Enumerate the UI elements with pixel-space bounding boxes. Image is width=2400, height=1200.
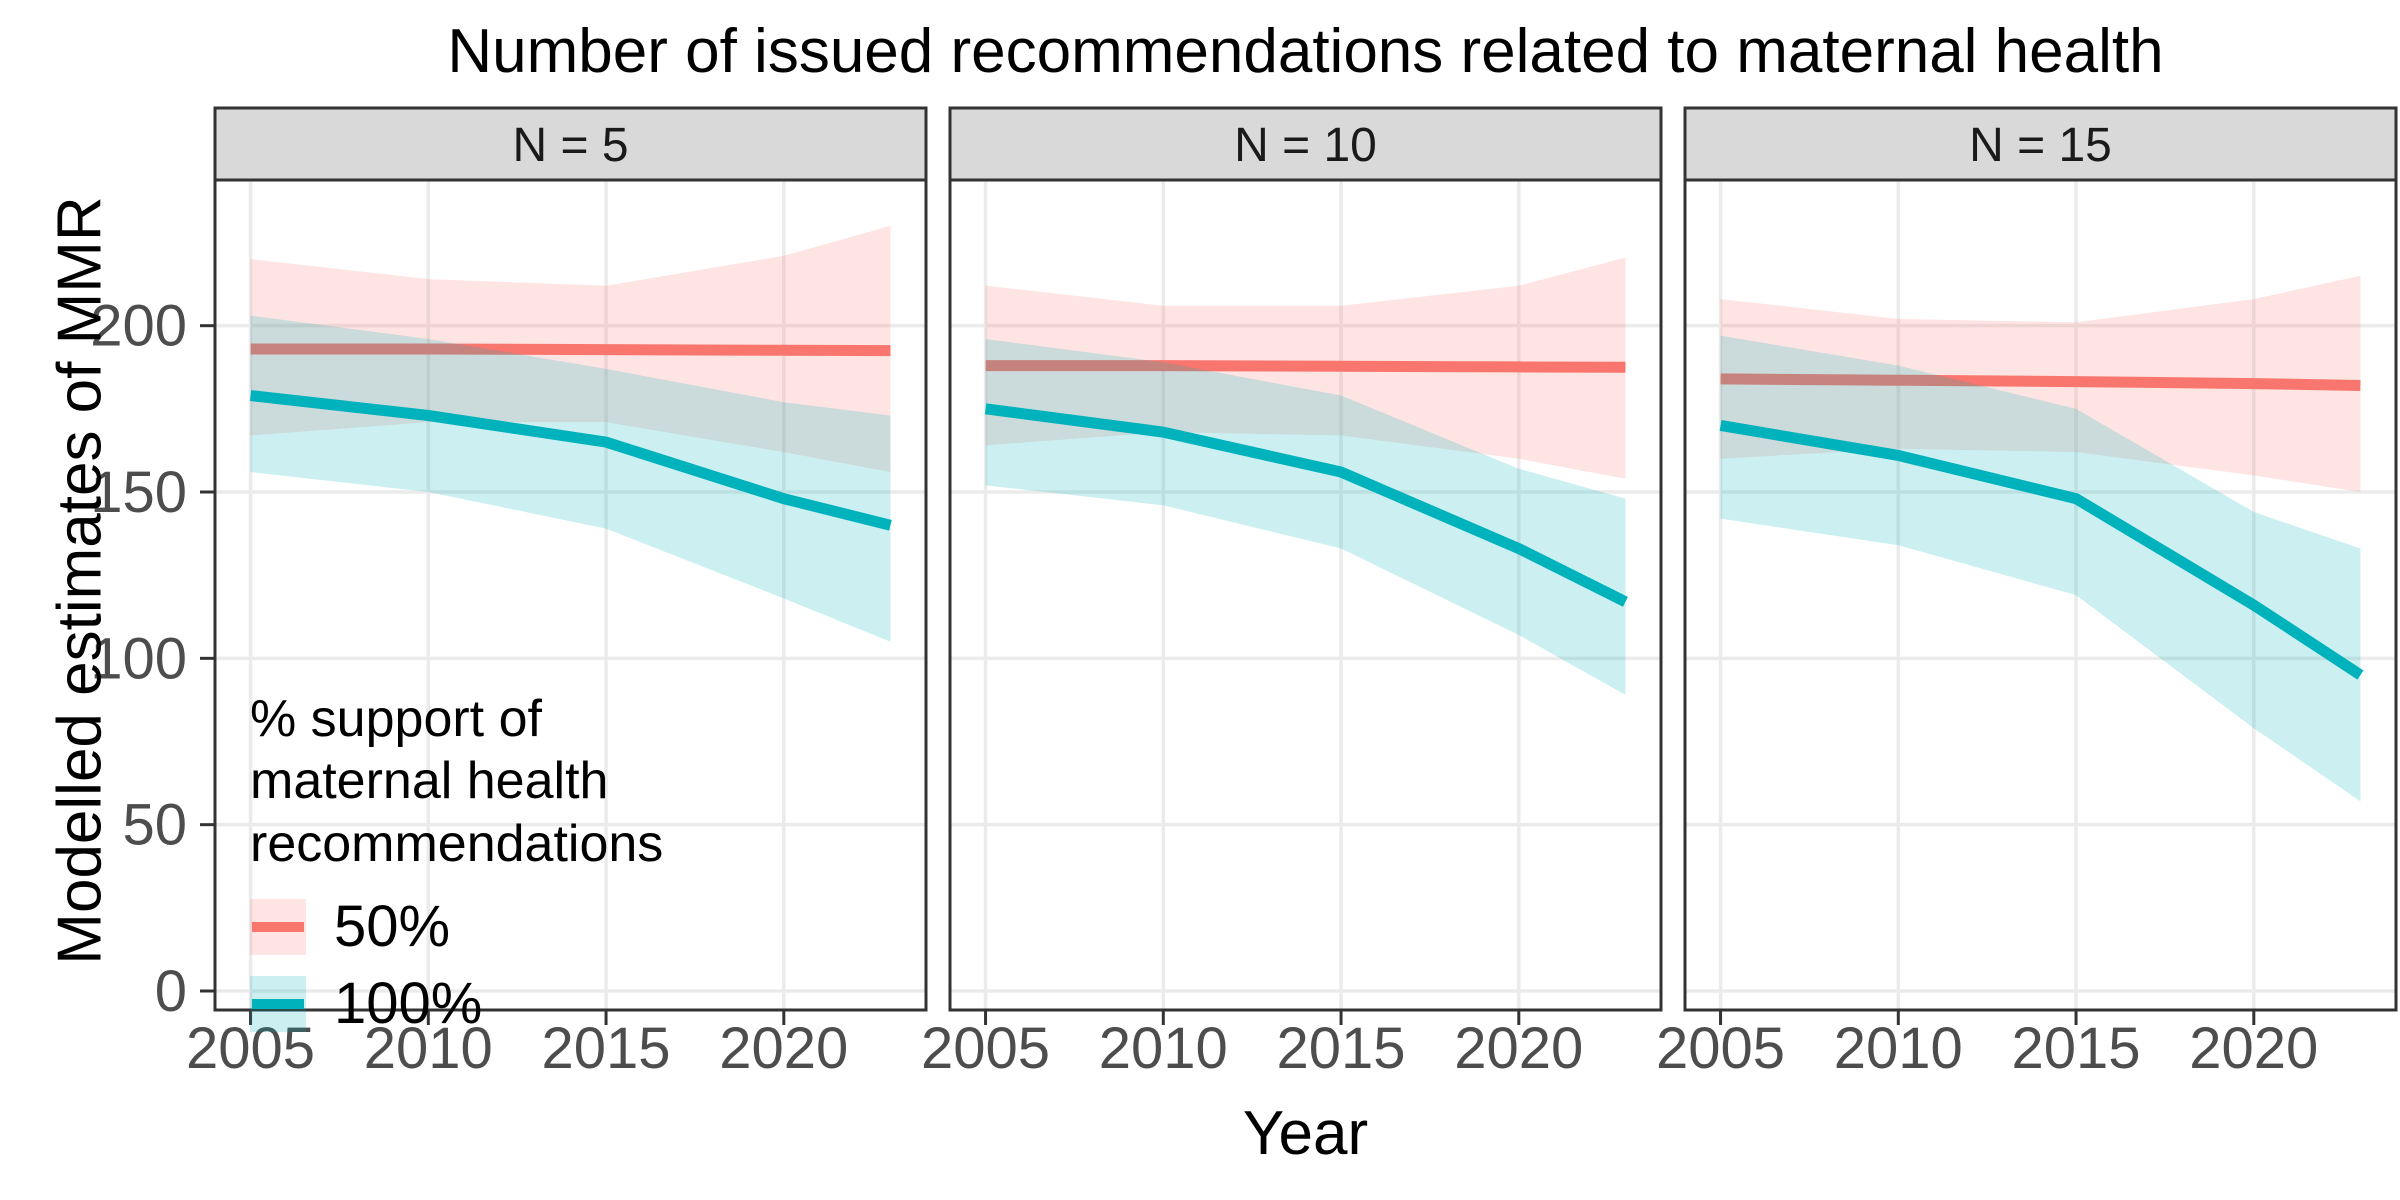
legend-entry: 100% <box>250 970 663 1037</box>
y-tick-label: 150 <box>90 460 187 525</box>
legend-key-line <box>252 921 304 932</box>
legend-entry: 50% <box>250 893 663 960</box>
trend-line-100% <box>249 390 892 531</box>
x-tick-label: 2015 <box>2012 1016 2141 1081</box>
y-axis-title: Modelled estimates of MMR <box>45 196 115 965</box>
facet-strip <box>213 106 928 182</box>
legend-key-line <box>252 998 304 1009</box>
trend-line-50% <box>985 360 1626 373</box>
facet-strip <box>1683 106 2398 182</box>
facet-strip <box>948 106 1663 182</box>
x-tick-label: 2020 <box>2189 1016 2318 1081</box>
facet-strip-label: N = 15 <box>1969 119 2112 172</box>
facet-strip-label: N = 10 <box>1234 119 1377 172</box>
y-tick-label: 50 <box>122 793 187 858</box>
legend-key-swatch <box>250 975 306 1032</box>
trend-line-50% <box>250 343 891 357</box>
x-tick-label: 2005 <box>1656 1016 1785 1081</box>
y-tick-label: 0 <box>155 959 187 1024</box>
chart-title: Number of issued recommendations related… <box>447 17 2164 86</box>
trend-line-100% <box>1719 420 2364 680</box>
x-tick-label: 2010 <box>1099 1016 1228 1081</box>
y-tick-label: 100 <box>90 626 187 691</box>
x-tick-label: 2005 <box>921 1016 1050 1081</box>
legend-entry-label: 50% <box>334 894 451 960</box>
x-tick-label: 2005 <box>186 1016 315 1081</box>
facet-strip-label: N = 5 <box>512 119 628 172</box>
x-tick-label: 2020 <box>1454 1016 1583 1081</box>
x-tick-label: 2010 <box>1834 1016 1963 1081</box>
legend-entry-label: 100% <box>334 971 483 1037</box>
legend-title: % support of maternal health recommendat… <box>250 690 664 873</box>
legend-key-swatch <box>250 898 306 955</box>
confidence-ribbon-100% <box>250 315 891 642</box>
x-tick-label: 2020 <box>719 1016 848 1081</box>
y-tick-label: 200 <box>90 294 187 359</box>
x-tick-label: 2015 <box>1277 1016 1406 1081</box>
x-tick-label: 2010 <box>364 1016 493 1081</box>
trend-line-50% <box>1720 373 2361 392</box>
legend: % support of maternal health recommendat… <box>250 688 663 1037</box>
x-tick-label: 2015 <box>542 1016 671 1081</box>
trend-line-100% <box>984 403 1628 607</box>
legend-entries: 50% 100% <box>250 893 663 1037</box>
x-axis-title: Year <box>1242 1099 1369 1168</box>
